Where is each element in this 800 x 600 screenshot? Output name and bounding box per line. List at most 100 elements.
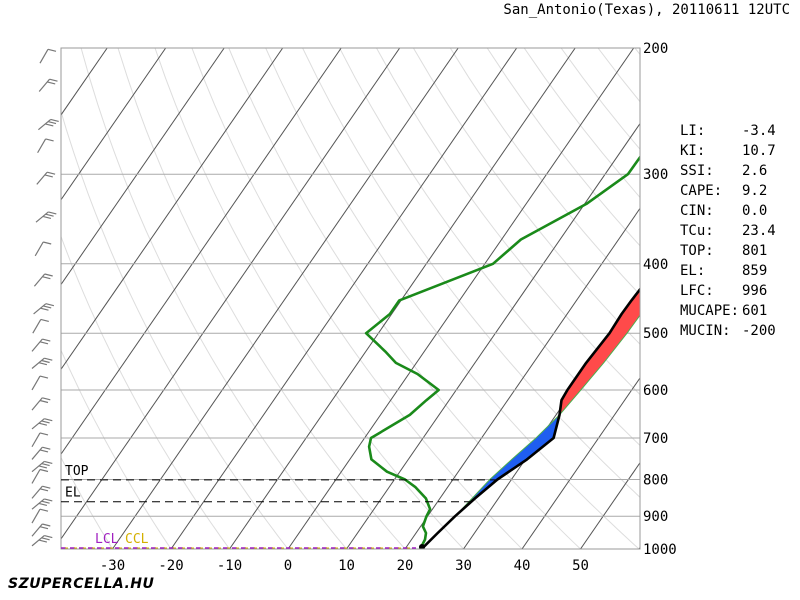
barb-feather <box>47 81 56 85</box>
pressure-tick-label: 900 <box>643 509 668 525</box>
isotherm <box>61 48 401 540</box>
pressure-tick-label: 200 <box>643 41 668 57</box>
isotherm <box>404 207 640 549</box>
temperature-tick-label: -20 <box>158 558 183 574</box>
isotherm <box>61 48 284 371</box>
pressure-tick-label: 500 <box>643 326 668 342</box>
index-row: CIN: 0.0 <box>680 201 776 221</box>
barb-feather <box>45 138 54 142</box>
temperature-tick-label: 40 <box>514 558 531 574</box>
barb-feather <box>44 273 53 277</box>
barb-feather <box>39 526 49 530</box>
index-key: KI: <box>680 143 706 159</box>
barb-feather <box>45 123 54 127</box>
wind-barb-icon <box>31 508 49 524</box>
isotherm <box>0 48 49 549</box>
barb-feather <box>38 539 48 543</box>
barb-feather <box>45 213 54 217</box>
barb-shaft <box>33 273 46 287</box>
chart-title: San_Antonio(Texas), 20110611 12UTC <box>503 2 790 18</box>
barb-feather <box>44 174 53 178</box>
isotherm <box>346 122 640 549</box>
index-row: TCu: 23.4 <box>680 221 776 241</box>
pressure-tick-label: 800 <box>643 473 668 489</box>
isotherm <box>170 48 518 549</box>
index-value: 0.0 <box>742 203 768 219</box>
index-key: MUCAPE: <box>680 303 740 319</box>
barb-feather <box>44 498 53 502</box>
barb-feather <box>42 215 52 219</box>
dry-adiabat <box>191 48 523 549</box>
barb-shaft <box>37 138 47 154</box>
wind-barb-icon <box>31 375 49 391</box>
index-row: MUCAPE: 601 <box>680 301 776 321</box>
temperature-tick-label: 30 <box>455 558 472 574</box>
barb-feather <box>43 241 52 245</box>
wind-barb-icon <box>31 468 49 484</box>
temperature-tick-label: 20 <box>397 558 414 574</box>
pressure-tick-label: 1000 <box>643 542 677 558</box>
index-row: LI: -3.4 <box>680 121 776 141</box>
barb-shaft <box>31 535 45 547</box>
dry-adiabat <box>117 48 406 549</box>
ccl-label: CCL <box>125 532 149 547</box>
positive-area <box>559 289 640 414</box>
surface-labels: LCL CCL <box>61 532 416 549</box>
barb-shaft <box>31 498 45 510</box>
barb-feather <box>42 397 51 401</box>
barb-feather <box>41 500 50 504</box>
index-key: CAPE: <box>680 183 723 199</box>
barb-shaft <box>36 171 48 185</box>
axes: 200 300 400 500 600 700 800 900 1000 -30 -20 -10 0 10… <box>100 41 677 574</box>
barb-feather <box>39 468 49 473</box>
barb-shaft <box>31 418 45 430</box>
index-row: TOP: 801 <box>680 241 776 261</box>
barb-feather <box>39 375 49 379</box>
barb-feather <box>42 485 51 489</box>
wind-barb-icon <box>38 118 59 131</box>
isotherm <box>580 461 640 549</box>
barb-shaft <box>31 508 41 524</box>
wind-barb-icon <box>35 211 57 223</box>
isotherm <box>287 48 635 549</box>
wind-barb-icon <box>31 338 51 352</box>
wind-barb-icon <box>31 498 53 510</box>
index-value: 23.4 <box>742 223 776 239</box>
barb-feather <box>40 318 49 322</box>
barb-shaft <box>31 375 41 391</box>
barb-feather <box>44 460 53 464</box>
index-row: SSI: 2.6 <box>680 161 776 181</box>
index-key: TOP: <box>680 243 714 259</box>
dry-adiabat <box>80 48 347 549</box>
index-row: KI: 10.7 <box>680 141 776 161</box>
index-value: 859 <box>742 263 768 279</box>
isotherm <box>61 48 167 201</box>
index-value: 2.6 <box>742 163 768 179</box>
temperature-tick-label: -30 <box>100 558 125 574</box>
index-key: TCu: <box>680 223 714 239</box>
barb-feather <box>40 307 49 311</box>
dry-adiabat <box>486 48 640 247</box>
negative-area <box>422 414 560 549</box>
temperature-line <box>421 287 640 549</box>
isotherm <box>521 377 640 549</box>
wind-barb-icon <box>31 432 49 448</box>
stability-indices: LI: -3.4 KI: 10.7 SSI: 2.6 CAPE: 9.2 CIN: 0.0 TCu:… <box>680 121 776 341</box>
barb-feather <box>44 535 53 539</box>
barb-feather <box>41 359 50 364</box>
index-value: 10.7 <box>742 143 776 159</box>
pressure-tick-label: 400 <box>643 257 668 273</box>
grid-layer <box>0 48 640 549</box>
wind-barb-icon <box>31 418 53 430</box>
barb-feather <box>42 276 51 280</box>
barb-feather <box>39 399 49 404</box>
barb-feather <box>47 48 57 52</box>
wind-barb-icon <box>34 241 52 257</box>
wind-barb-icon <box>39 48 57 64</box>
wind-barb-icon <box>33 303 55 315</box>
barb-feather <box>49 78 58 82</box>
barb-feather <box>39 488 49 492</box>
barb-feather <box>41 420 50 424</box>
level-lines: TOP EL <box>61 464 497 503</box>
